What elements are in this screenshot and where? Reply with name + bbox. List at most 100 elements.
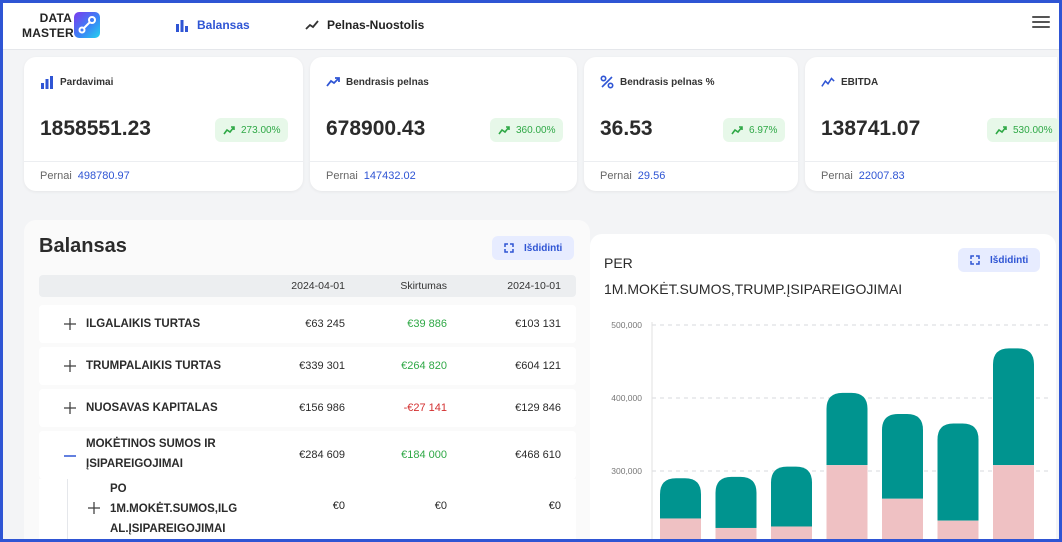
kpi-change-badge: 360.00% (490, 118, 564, 142)
kpi-divider (24, 161, 303, 162)
bar-segment-pink[interactable] (715, 527, 757, 542)
subrow-value-end: €0 (548, 500, 561, 512)
kpi-change-badge: 6.97% (723, 118, 786, 142)
subrow-value-start: €0 (332, 500, 345, 512)
row-difference: €39 886 (407, 318, 447, 330)
bar-segment-teal[interactable] (993, 348, 1034, 466)
kpi-previous-value: 29.56 (637, 170, 666, 182)
trending-up-icon (498, 126, 510, 135)
bar-segment-teal[interactable] (715, 476, 757, 528)
hamburger-menu-icon[interactable] (1032, 16, 1050, 30)
balance-expand-label: Išdidinti (524, 242, 563, 254)
tab-pelnas-nuostolis-label: Pelnas-Nuostolis (327, 18, 425, 32)
kpi-change-value: 6.97% (749, 124, 778, 136)
fullscreen-icon (504, 243, 514, 253)
kpi-previous-label: Pernai (821, 170, 853, 182)
subrow-label-line-1: PO (110, 483, 127, 495)
kpi-header: Bendrasis pelnas % (600, 75, 714, 89)
kpi-divider (584, 161, 798, 162)
kpi-previous: Pernai 22007.83 (821, 170, 905, 182)
kpi-change-badge: 530.00% (987, 118, 1061, 142)
row-label: MOKĖTINOS SUMOS IR ĮSIPAREIGOJIMAI (86, 434, 216, 474)
kpi-value: 678900.43 (326, 117, 426, 140)
bar-segment-pink[interactable] (771, 526, 812, 542)
balance-expand-button[interactable]: Išdidinti (492, 236, 575, 260)
balance-panel: Balansas Išdidinti 2024-04-01 Skirtumas … (24, 220, 590, 542)
bar-chart-icon (41, 76, 53, 89)
row-value-end: €468 610 (515, 449, 561, 461)
kpi-title: EBITDA (841, 76, 879, 88)
trending-up-icon (326, 77, 340, 87)
table-subrow[interactable]: PO 1M.MOKĖT.SUMOS,ILG AL.ĮSIPAREIGOJIMAI… (39, 479, 576, 539)
kpi-header: Pardavimai (40, 75, 113, 89)
bar-segment-teal[interactable] (937, 423, 979, 521)
collapse-minus-icon[interactable] (63, 449, 77, 463)
row-label-line-2: ĮSIPAREIGOJIMAI (86, 458, 183, 470)
brand-logo[interactable]: DATA MASTER (22, 10, 104, 42)
table-row[interactable]: ILGALAIKIS TURTAS €63 245 €39 886 €103 1… (39, 305, 576, 343)
bar-segment-teal[interactable] (771, 466, 812, 527)
kpi-card-ebitda: EBITDA 138741.07 530.00% Pernai 22007.83 (805, 57, 1061, 191)
bar-segment-teal[interactable] (660, 478, 701, 519)
kpi-previous-value: 22007.83 (858, 170, 905, 182)
row-label: NUOSAVAS KAPITALAS (86, 402, 218, 414)
bar-segment-pink[interactable] (826, 465, 868, 542)
subrow-label-line-2: 1M.MOKĖT.SUMOS,ILG (110, 503, 238, 515)
kpi-previous: Pernai 29.56 (600, 170, 665, 182)
expand-plus-icon[interactable] (63, 317, 77, 331)
row-value-start: €156 986 (299, 402, 345, 414)
bar-segment-pink[interactable] (882, 498, 923, 542)
expand-plus-icon[interactable] (87, 501, 101, 515)
row-value-start: €284 609 (299, 449, 345, 461)
tree-connector (67, 479, 68, 539)
kpi-card-bendrasis-pelnas-proc: Bendrasis pelnas % 36.53 6.97% Pernai 29.… (584, 57, 798, 191)
kpi-header: EBITDA (821, 75, 878, 89)
subrow-label: PO 1M.MOKĖT.SUMOS,ILG AL.ĮSIPAREIGOJIMAI (110, 479, 240, 539)
kpi-previous-label: Pernai (40, 170, 72, 182)
kpi-divider (805, 161, 1057, 162)
y-tick-label: 500,000 (611, 320, 642, 330)
column-header-difference[interactable]: Skirtumas (400, 280, 447, 292)
bar-segment-pink[interactable] (993, 465, 1034, 542)
trend-line-icon (305, 20, 319, 30)
column-header-date-2[interactable]: 2024-10-01 (507, 280, 561, 292)
brand-mark-icon (74, 12, 100, 38)
chart-title-line-1: PER (604, 255, 633, 271)
kpi-previous: Pernai 498780.97 (40, 170, 130, 182)
kpi-previous-label: Pernai (600, 170, 632, 182)
percent-icon (600, 75, 614, 89)
bar-segment-teal[interactable] (882, 414, 923, 499)
kpi-card-bendrasis-pelnas: Bendrasis pelnas 678900.43 360.00% Perna… (310, 57, 577, 191)
table-row[interactable]: NUOSAVAS KAPITALAS €156 986 -€27 141 €12… (39, 389, 576, 427)
bar-chart-icon (176, 20, 188, 32)
trending-up-icon (223, 126, 235, 135)
kpi-title: Pardavimai (60, 76, 114, 88)
bar-segment-pink[interactable] (660, 518, 701, 542)
row-label: TRUMPALAIKIS TURTAS (86, 360, 222, 372)
bar-segment-pink[interactable] (937, 520, 979, 542)
kpi-value: 138741.07 (821, 117, 921, 140)
column-header-date-1[interactable]: 2024-04-01 (291, 280, 345, 292)
chart-title: PER 1M.MOKĖT.SUMOS,TRUMP.ĮSIPAREIGOJIMAI (604, 250, 944, 302)
expand-plus-icon[interactable] (63, 401, 77, 415)
bar-segment-teal[interactable] (826, 392, 868, 466)
tab-pelnas-nuostolis[interactable]: Pelnas-Nuostolis (305, 16, 424, 34)
top-navigation-bar: DATA MASTER Balansas Pelnas-Nuostolis (0, 0, 1062, 50)
tab-balansas-label: Balansas (197, 18, 250, 32)
kpi-header: Bendrasis pelnas (326, 75, 429, 89)
table-row[interactable]: TRUMPALAIKIS TURTAS €339 301 €264 820 €6… (39, 347, 576, 385)
brand-line-2: MASTER (22, 26, 74, 40)
kpi-divider (310, 161, 577, 162)
row-difference: €184 000 (401, 449, 447, 461)
chart-expand-button[interactable]: Išdidinti (958, 248, 1041, 272)
table-header: 2024-04-01 Skirtumas 2024-10-01 (39, 275, 576, 297)
row-value-end: €103 131 (515, 318, 561, 330)
row-value-end: €129 846 (515, 402, 561, 414)
chart-panel: PER 1M.MOKĖT.SUMOS,TRUMP.ĮSIPAREIGOJIMAI… (590, 234, 1056, 542)
expand-plus-icon[interactable] (63, 359, 77, 373)
kpi-change-value: 273.00% (241, 124, 281, 136)
table-row-expanded[interactable]: MOKĖTINOS SUMOS IR ĮSIPAREIGOJIMAI €284 … (39, 431, 576, 479)
fullscreen-icon (970, 255, 980, 265)
tab-balansas[interactable]: Balansas (175, 16, 250, 34)
kpi-title: Bendrasis pelnas % (620, 76, 715, 88)
